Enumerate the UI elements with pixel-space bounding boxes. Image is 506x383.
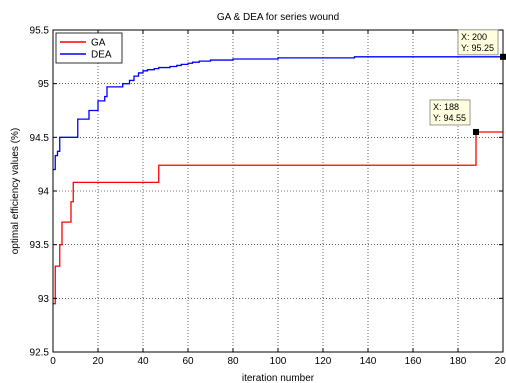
datatip-box xyxy=(457,29,499,56)
series-lines xyxy=(53,56,503,305)
y-tick-label: 94 xyxy=(38,187,50,198)
x-tick-label: 140 xyxy=(360,356,377,367)
y-axis-label: optimal efficiency values (%) xyxy=(10,128,21,255)
axis-ticks: 0 20 40 60 80 100 120 140 160 180 200 92.5 93 93.5 94 9… xyxy=(30,26,506,368)
y-tick-label: 95 xyxy=(38,79,50,90)
datatip-x-label: X: 200 xyxy=(461,32,487,42)
legend-label-ga: GA xyxy=(91,38,106,49)
y-tick-label: 94.5 xyxy=(30,133,50,144)
legend-box xyxy=(55,32,123,64)
datatip-box xyxy=(429,99,471,126)
series-line-dea xyxy=(53,56,503,171)
grid xyxy=(53,30,503,352)
y-tick-label: 93 xyxy=(38,294,50,305)
datatip-x-label: X: 188 xyxy=(433,102,459,112)
y-tick-label: 92.5 xyxy=(30,348,50,359)
x-tick-label: 200 xyxy=(495,356,506,367)
datatip-marker xyxy=(473,128,479,135)
x-tick-label: 20 xyxy=(92,356,104,367)
legend-label-dea: DEA xyxy=(91,50,112,61)
x-tick-label: 60 xyxy=(182,356,194,367)
x-tick-label: 0 xyxy=(50,356,56,367)
y-tick-label: 95.5 xyxy=(30,26,50,37)
datatip-y-label: Y: 94.55 xyxy=(433,113,466,123)
x-axis-label: iteration number xyxy=(242,373,315,383)
x-tick-label: 80 xyxy=(227,356,239,367)
series-line-ga xyxy=(53,131,503,305)
x-tick-label: 100 xyxy=(270,356,287,367)
x-tick-label: 40 xyxy=(137,356,149,367)
x-tick-label: 180 xyxy=(450,356,467,367)
x-tick-label: 160 xyxy=(405,356,422,367)
y-tick-label: 93.5 xyxy=(30,240,50,251)
chart-title: GA & DEA for series wound xyxy=(217,12,339,23)
datatip-y-label: Y: 95.25 xyxy=(461,43,494,53)
datatip-marker xyxy=(500,53,506,60)
x-tick-label: 120 xyxy=(315,356,332,367)
